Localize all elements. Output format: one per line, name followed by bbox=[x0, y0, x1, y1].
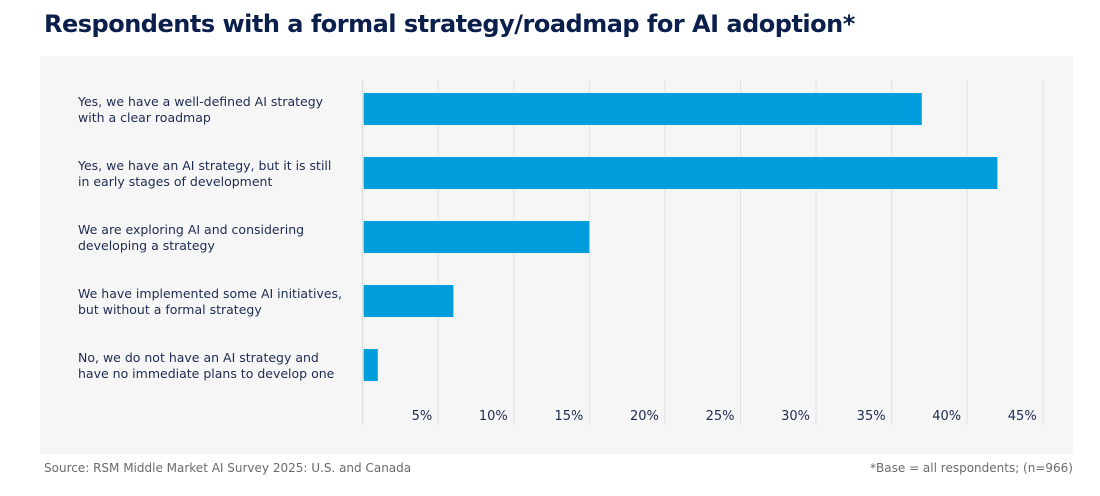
category-label: Yes, we have a well-defined AI strategy bbox=[77, 94, 324, 109]
tick-label: 25% bbox=[706, 409, 735, 424]
tick-label: 15% bbox=[554, 409, 583, 424]
bar bbox=[363, 93, 922, 125]
bar bbox=[363, 157, 998, 189]
bar bbox=[363, 285, 454, 317]
category-label: We have implemented some AI initiatives, bbox=[78, 286, 342, 301]
chart-title: Respondents with a formal strategy/roadm… bbox=[44, 10, 855, 38]
tick-label: 40% bbox=[932, 409, 961, 424]
bar bbox=[363, 349, 378, 381]
tick-label: 10% bbox=[479, 409, 508, 424]
category-label: with a clear roadmap bbox=[78, 110, 211, 125]
category-label: in early stages of development bbox=[78, 174, 272, 189]
bar bbox=[363, 221, 590, 253]
category-label: developing a strategy bbox=[78, 238, 215, 253]
tick-label: 35% bbox=[857, 409, 886, 424]
category-label: Yes, we have an AI strategy, but it is s… bbox=[77, 158, 331, 173]
base-note: *Base = all respondents; (n=966) bbox=[870, 461, 1073, 475]
tick-label: 30% bbox=[781, 409, 810, 424]
tick-label: 20% bbox=[630, 409, 659, 424]
category-label: We are exploring AI and considering bbox=[78, 222, 304, 237]
category-label: No, we do not have an AI strategy and bbox=[78, 350, 319, 365]
tick-label: 45% bbox=[1008, 409, 1037, 424]
tick-label: 5% bbox=[412, 409, 433, 424]
source-note: Source: RSM Middle Market AI Survey 2025… bbox=[44, 461, 412, 475]
category-label: have no immediate plans to develop one bbox=[78, 366, 335, 381]
category-label: but without a formal strategy bbox=[78, 302, 262, 317]
